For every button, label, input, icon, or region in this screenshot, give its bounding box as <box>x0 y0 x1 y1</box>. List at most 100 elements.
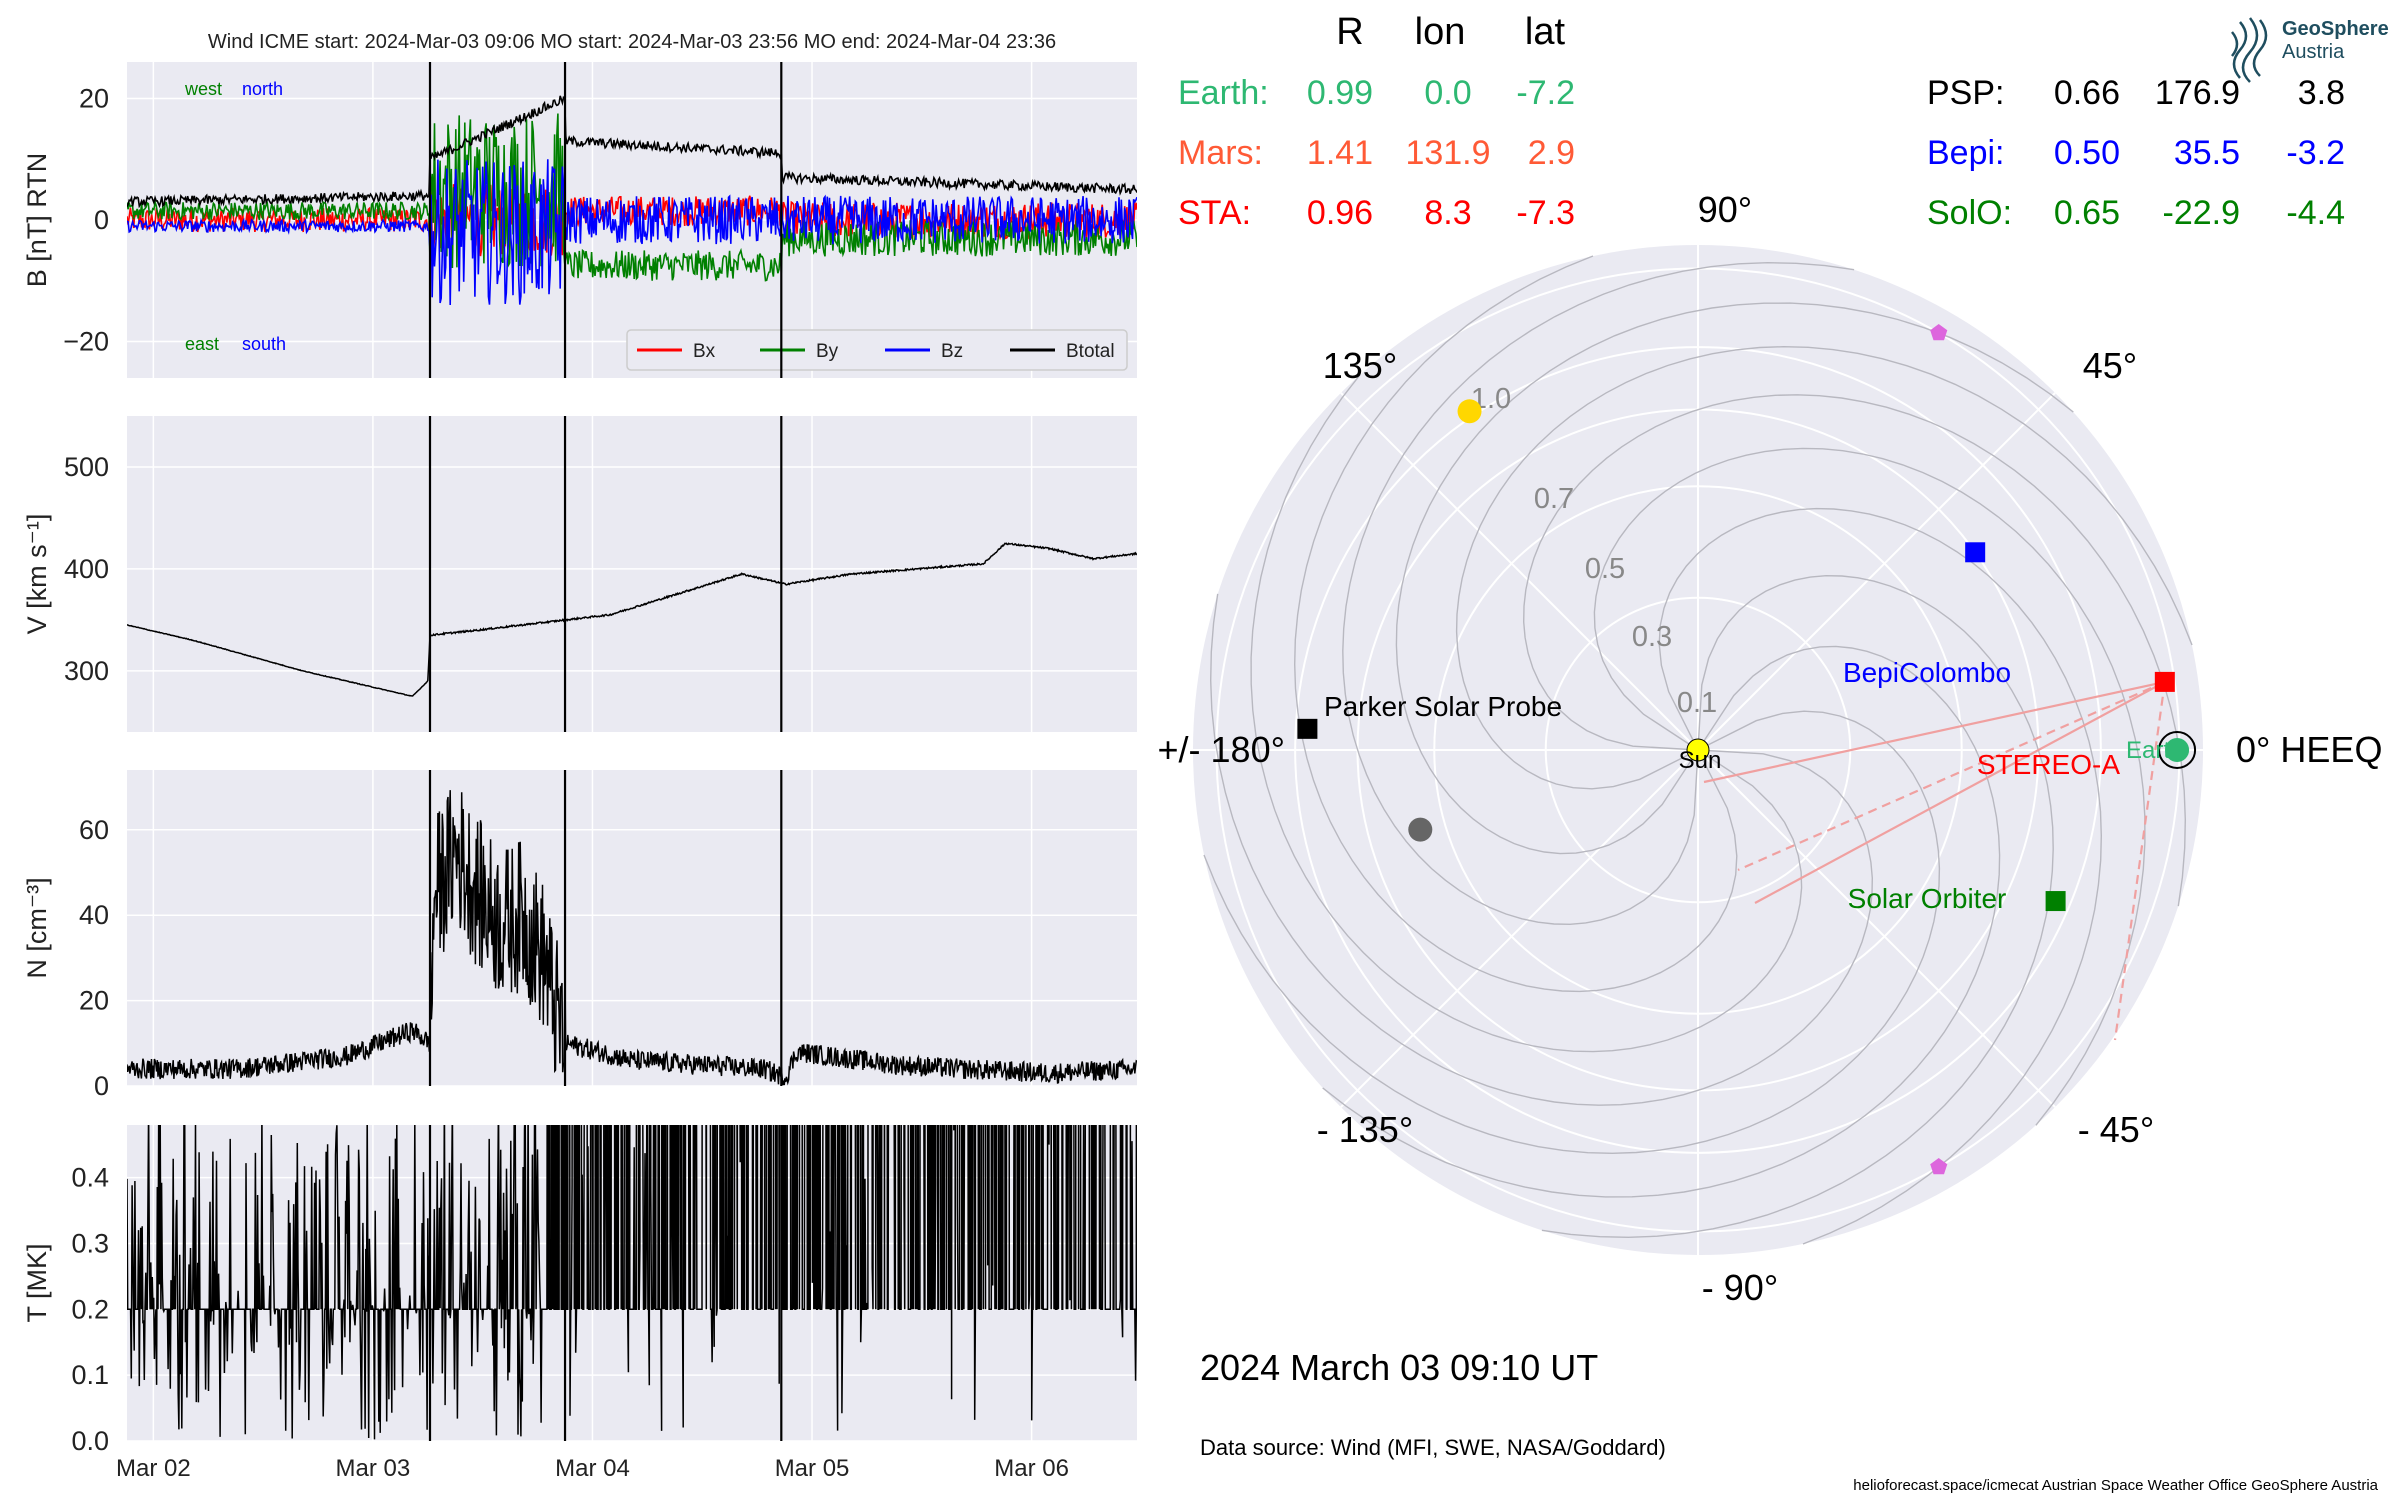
body-solar-orbiter: Solar Orbiter <box>1848 883 2066 914</box>
body-marker <box>2045 891 2066 912</box>
body-marker <box>1930 1158 1948 1175</box>
body-marker <box>2154 671 2175 692</box>
angle-label: +/- 180° <box>1158 729 1285 770</box>
table-row-left: Earth: 0.99 0.0 -7.2 <box>1178 74 1575 112</box>
body-earth: Earth <box>2126 731 2197 769</box>
body-label: Solar Orbiter <box>1848 883 2007 914</box>
angle-label: 90° <box>1698 189 1752 230</box>
parker-spiral-line <box>1293 255 1738 993</box>
radial-label: 0.5 <box>1585 553 1625 585</box>
body-venus <box>1457 399 1482 424</box>
annotation-north: north <box>242 79 283 99</box>
series-group <box>127 95 1137 306</box>
polar-grid-spoke <box>1340 749 1699 1108</box>
panel-background <box>127 770 1137 1086</box>
table-row-right: SolO: 0.65 -22.9 -4.4 <box>1927 194 2345 232</box>
table-cell-lat: 3.8 <box>2298 74 2345 112</box>
radial-label: 0.7 <box>1534 483 1574 515</box>
y-tick-label: 0.1 <box>71 1360 109 1390</box>
body-marker <box>1457 399 1482 424</box>
parker-spiral-line <box>1322 645 2001 1198</box>
table-cell-r: 1.41 <box>1307 134 1373 172</box>
y-axis-label: N [cm⁻³] <box>22 877 52 978</box>
table-cell-name: Bepi: <box>1927 134 2005 172</box>
body-marker <box>1686 738 1710 762</box>
body-marker <box>1297 718 1318 739</box>
parker-spiral-line <box>1522 394 2187 907</box>
polar-grid-spoke <box>1697 749 2056 1108</box>
x-tick-label: Mar 05 <box>775 1455 850 1482</box>
timeseries-panel-2: 500 400 300 V [km s⁻¹] <box>22 416 1137 732</box>
series-line-by <box>127 113 1137 282</box>
series-line-bz <box>127 159 1137 306</box>
table-header-r: R <box>1336 11 1363 53</box>
y-tick-label: 300 <box>64 656 109 686</box>
geosphere-swirl-icon <box>2231 17 2268 83</box>
y-tick-label: 0.4 <box>71 1163 109 1193</box>
table-cell-lon: -22.9 <box>2163 194 2241 232</box>
table-cell-r: 0.50 <box>2054 134 2120 172</box>
table-cell-name: SolO: <box>1927 194 2012 232</box>
parker-spiral-line <box>1658 507 2103 1245</box>
series-group <box>127 1125 1137 1440</box>
body-stereo-a: STEREO-A <box>1977 671 2175 780</box>
table-cell-name: STA: <box>1178 194 1251 232</box>
y-tick-label: 20 <box>79 83 109 113</box>
footer-credits: helioforecast.space/icmecat Austrian Spa… <box>1853 1477 2378 1494</box>
geosphere-logo: GeoSphere Austria <box>2231 17 2389 83</box>
x-tick-label: Mar 03 <box>336 1455 411 1482</box>
position-table: R lon lat Earth: 0.99 0.0 -7.2 Mars: 1.41 131.… <box>1178 11 2345 232</box>
y-tick-label: 0.3 <box>71 1229 109 1259</box>
angle-label: - 90° <box>1702 1267 1778 1308</box>
fov-line <box>2113 681 2166 1041</box>
angle-label: - 45° <box>2078 1109 2154 1150</box>
x-tick-label: Mar 06 <box>994 1455 1069 1482</box>
legend: Bx By Bz Btotal <box>626 329 1128 371</box>
body-label: Sun <box>1679 747 1722 774</box>
parker-spiral-line <box>1541 574 2054 1239</box>
y-tick-label: 60 <box>79 815 109 845</box>
time-series-panels: 20 0 −20 B [nT] RTN west north east south Bx By Bz… <box>22 31 1137 1482</box>
table-row-left: STA: 0.96 8.3 -7.3 <box>1178 194 1575 232</box>
y-tick-label: 400 <box>64 554 109 584</box>
table-header-lon: lon <box>1415 11 1466 53</box>
table-cell-r: 0.99 <box>1307 74 1373 112</box>
parker-spiral-line <box>1203 710 1941 1155</box>
radial-label: 0.1 <box>1677 687 1717 719</box>
logo-line-1: GeoSphere <box>2282 18 2389 40</box>
legend-box <box>626 329 1128 371</box>
x-tick-label: Mar 02 <box>116 1455 191 1482</box>
parker-spiral-line <box>1209 593 1874 1106</box>
parker-spiral-line <box>1455 345 2193 790</box>
table-row-right: PSP: 0.66 176.9 3.8 <box>1927 74 2345 112</box>
y-axis-label: T [MK] <box>22 1243 52 1322</box>
legend-label-bx: Bx <box>693 341 716 362</box>
series-line-t <box>127 1125 1137 1440</box>
table-cell-lon: 0.0 <box>1424 74 1471 112</box>
body-label: STEREO-A <box>1977 749 2120 780</box>
table-cell-name: PSP: <box>1927 74 2004 112</box>
series-group <box>127 542 1137 697</box>
fov-line <box>1737 680 2166 872</box>
y-tick-label: 0 <box>94 205 109 235</box>
x-tick-label: Mar 04 <box>555 1455 630 1482</box>
table-header-lat: lat <box>1525 11 1566 53</box>
body-label: BepiColombo <box>1843 657 2011 688</box>
logo-line-2: Austria <box>2282 41 2345 63</box>
parker-spiral-line <box>1342 261 1855 926</box>
stereo-a-fov <box>1703 680 2166 1041</box>
table-cell-name: Earth: <box>1178 74 1269 112</box>
body-marker <box>2165 738 2190 762</box>
table-cell-lon: 35.5 <box>2174 134 2240 172</box>
table-cell-lon: 131.9 <box>1405 134 1490 172</box>
table-cell-lat: -7.2 <box>1516 74 1575 112</box>
legend-label-bz: Bz <box>941 341 963 362</box>
table-cell-lat: -3.2 <box>2286 134 2345 172</box>
legend-label-btotal: Btotal <box>1066 341 1115 362</box>
body-mercury <box>1408 817 1433 842</box>
table-cell-r: 0.96 <box>1307 194 1373 232</box>
parker-spiral-line <box>1593 447 2146 1126</box>
y-tick-label: 20 <box>79 986 109 1016</box>
earth-ring <box>2158 731 2197 769</box>
